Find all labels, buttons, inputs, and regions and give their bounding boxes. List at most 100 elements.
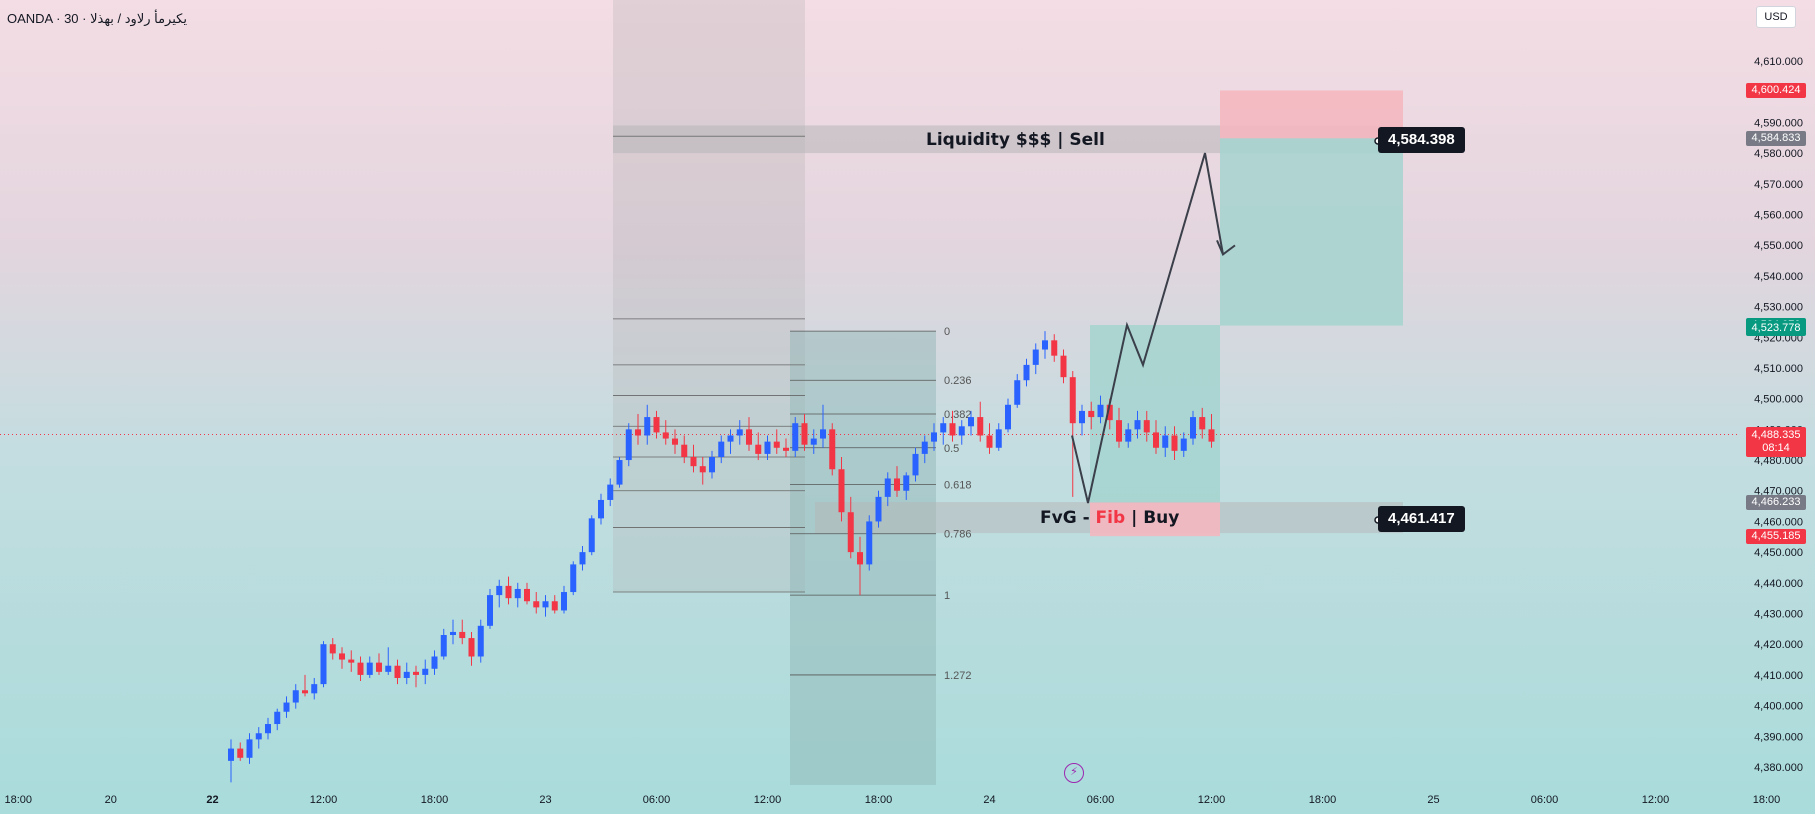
candle (431, 650, 438, 675)
range-box-upper (613, 0, 805, 592)
candle (968, 410, 974, 436)
candle (884, 472, 891, 507)
candle-body (1097, 404, 1104, 418)
y-tick-label: 4,480.000 (1754, 455, 1803, 467)
long-stop-zone (1090, 502, 1220, 537)
candle-body (607, 484, 614, 500)
candle-body (237, 748, 244, 758)
candle (551, 595, 558, 614)
candle (755, 432, 762, 461)
candle-body (255, 733, 262, 740)
candle-body (1014, 380, 1021, 405)
candle (1153, 420, 1159, 454)
sell-zone-label: Liquidity $$$ | Sell (926, 130, 1105, 150)
candle-body (847, 512, 854, 553)
candle (450, 619, 456, 645)
y-tick-label: 4,510.000 (1754, 363, 1803, 375)
candle (977, 401, 984, 442)
candle (838, 456, 845, 522)
current-price-label[interactable]: 4,488.335 08:14 (1746, 427, 1806, 457)
y-tick-label: 4,550.000 (1754, 240, 1803, 252)
candle (514, 582, 521, 608)
candle-body (709, 456, 715, 473)
symbol-title[interactable]: OANDA · 30 · يكيرمأ رلاود / بهذلا (7, 11, 187, 26)
y-tick-label: 4,560.000 (1754, 209, 1803, 221)
candle (1079, 404, 1085, 436)
candle (542, 595, 549, 617)
candle (783, 438, 789, 457)
candle-body (496, 585, 503, 596)
candle-body (422, 668, 429, 675)
buy-zone-label-fib: Fib (1095, 508, 1126, 528)
candle-body (394, 665, 401, 678)
candle-body (949, 423, 956, 436)
candle-body (875, 496, 882, 522)
candle-body (366, 662, 373, 675)
currency-button[interactable]: USD (1756, 6, 1796, 28)
candle-body (792, 423, 799, 451)
candle-body (801, 423, 808, 445)
candle-body (1143, 420, 1150, 433)
candle (1097, 395, 1104, 424)
candles (228, 331, 1215, 783)
candle (709, 450, 715, 479)
candle (1042, 331, 1048, 359)
candle (607, 478, 614, 507)
y-tick-label: 4,380.000 (1754, 762, 1803, 774)
candle (829, 423, 836, 476)
candle (949, 410, 956, 442)
candle (1032, 343, 1039, 375)
x-tick-label: 12:00 (754, 794, 782, 806)
x-tick-label: 22 (206, 794, 218, 806)
candle (1134, 410, 1141, 439)
candle (255, 727, 262, 749)
candle-body (1208, 429, 1215, 442)
candle-body (505, 585, 512, 599)
candle (1116, 407, 1122, 448)
candle-body (514, 588, 521, 599)
candle (672, 429, 678, 454)
candle (265, 717, 271, 740)
buy-price-callout[interactable]: 4,461.417 (1378, 506, 1465, 532)
candle-body (968, 417, 974, 427)
y-tick-label: 4,460.000 (1754, 516, 1803, 528)
candle-body (829, 429, 836, 470)
candle-body (921, 441, 928, 454)
y-tick-label: 4,610.000 (1754, 56, 1803, 68)
candle-body (274, 711, 281, 725)
candle-body (672, 438, 678, 445)
candle (1190, 410, 1196, 445)
candle (292, 684, 299, 709)
candle (635, 414, 641, 445)
candle (995, 423, 1002, 451)
candle-body (1079, 410, 1085, 424)
candle (348, 650, 355, 672)
candle-body (357, 662, 364, 675)
y-tick-label: 4,570.000 (1754, 179, 1803, 191)
sell-price-callout[interactable]: 4,584.398 (1378, 127, 1465, 153)
y-tick-label: 4,420.000 (1754, 639, 1803, 651)
candle-body (348, 659, 355, 663)
candle (746, 417, 752, 451)
candle (422, 659, 429, 685)
candle-body (329, 644, 336, 654)
candle-body (1005, 404, 1011, 430)
price-label: 4,523.778 (1746, 321, 1806, 337)
candle-body (727, 435, 734, 442)
candle-body (635, 429, 641, 436)
candle-body (1023, 364, 1030, 381)
candle-body (1106, 404, 1113, 421)
x-tick-label: 06:00 (1087, 794, 1115, 806)
candle-body (542, 601, 549, 608)
y-tick-label: 4,590.000 (1754, 117, 1803, 129)
candle (1125, 423, 1132, 448)
candle (653, 410, 660, 439)
candle (570, 561, 577, 596)
candle-body (246, 739, 253, 758)
x-tick-label: 18:00 (1753, 794, 1781, 806)
candle-body (561, 592, 567, 611)
candle-body (320, 644, 327, 685)
flash-icon[interactable]: ⚡ (1064, 763, 1084, 783)
price-label: 4,455.185 (1746, 529, 1806, 545)
